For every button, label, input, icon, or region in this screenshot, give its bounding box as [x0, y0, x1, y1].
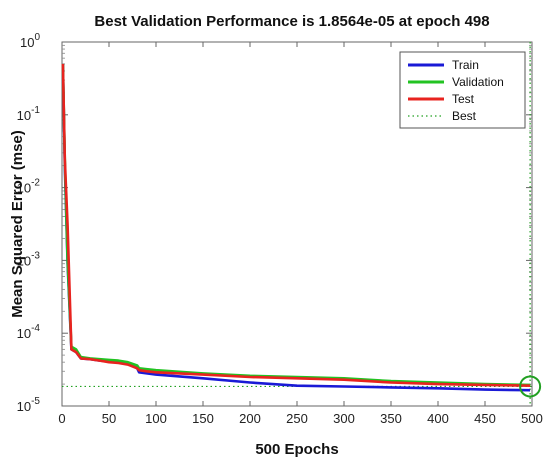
- x-tick-label: 200: [239, 411, 261, 426]
- series-line-validation: [61, 63, 531, 387]
- y-tick-label: 100: [20, 32, 40, 50]
- y-tick-label: 10-1: [17, 105, 41, 123]
- y-axis-title: Mean Squared Error (mse): [9, 130, 26, 318]
- x-tick-label: 350: [380, 411, 402, 426]
- x-tick-label: 300: [333, 411, 355, 426]
- y-tick-label: 10-5: [17, 396, 41, 414]
- x-tick-label: 450: [474, 411, 496, 426]
- x-axis-title: 500 Epochs: [255, 441, 338, 458]
- y-tick-label: 10-3: [17, 250, 41, 268]
- legend: Train Validation Test Best: [399, 51, 526, 129]
- series-line-test: [61, 63, 531, 387]
- y-tick-label: 10-2: [17, 178, 41, 196]
- x-tick-label: 150: [192, 411, 214, 426]
- y-tick-label: 10-4: [17, 323, 41, 341]
- best-point-marker: [519, 375, 542, 398]
- x-tick-label: 50: [102, 411, 116, 426]
- legend-label-train: Train: [452, 58, 479, 72]
- x-axis: 0 50 100 150 200 250 300 350 400 450 500: [58, 42, 543, 426]
- x-tick-label: 500: [521, 411, 543, 426]
- series-lines: [61, 63, 531, 392]
- legend-label-test: Test: [452, 92, 475, 106]
- legend-label-validation: Validation: [452, 75, 504, 89]
- legend-label-best: Best: [452, 109, 477, 123]
- x-tick-label: 100: [145, 411, 167, 426]
- best-point-circle: [519, 375, 542, 398]
- x-tick-label: 400: [427, 411, 449, 426]
- x-tick-label: 250: [286, 411, 308, 426]
- x-tick-label: 0: [58, 411, 65, 426]
- chart-title: Best Validation Performance is 1.8564e-0…: [94, 13, 489, 30]
